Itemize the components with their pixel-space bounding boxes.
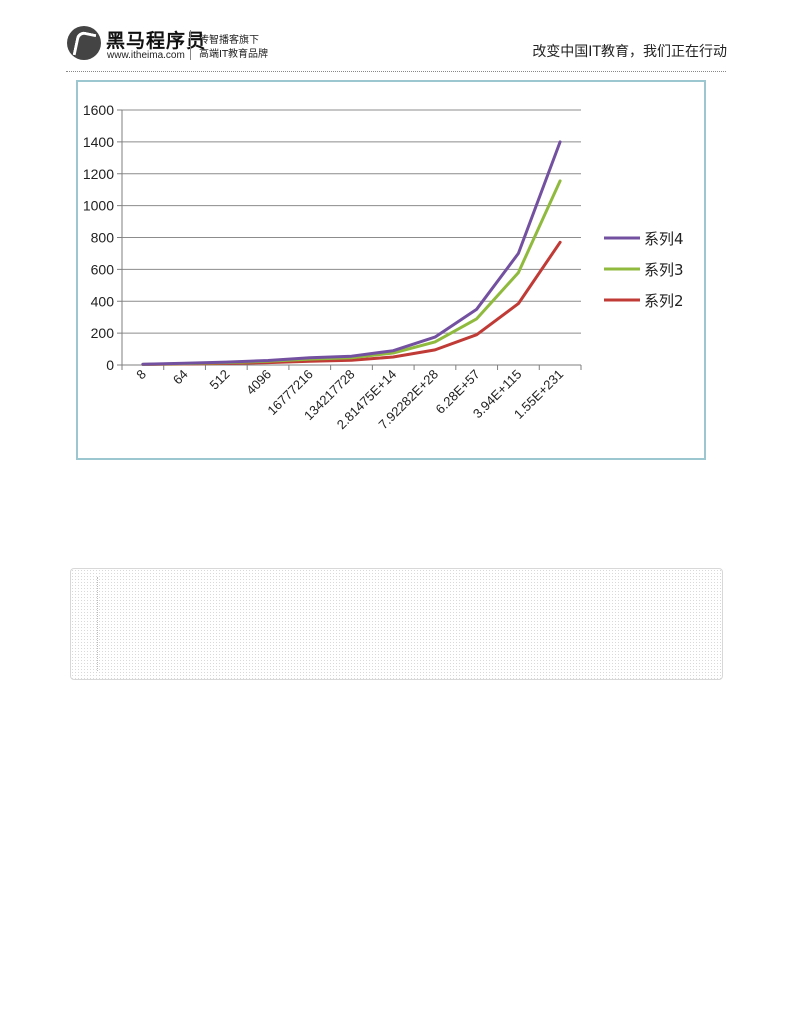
brand-url: www.itheima.com — [107, 50, 185, 61]
tagline-line2: 高端IT教育品牌 — [199, 49, 269, 60]
x-tick-label-2: 512 — [206, 367, 232, 393]
box-guide-line — [97, 577, 98, 671]
x-tick-label-3: 4096 — [243, 367, 274, 398]
legend-label-1: 系列4 — [644, 230, 684, 248]
page-header: 黑马程序员 www.itheima.com 传智播客旗下 高端IT教育品牌 改变… — [0, 0, 793, 72]
horse-logo-icon — [67, 26, 101, 60]
x-tick-label-1: 64 — [170, 367, 191, 388]
tagline-line1: 传智播客旗下 — [199, 35, 259, 46]
series-line-1 — [141, 140, 562, 366]
y-tick-label-1400: 1400 — [83, 134, 114, 150]
y-tick-label-600: 600 — [91, 261, 115, 277]
x-tick-label-0: 8 — [133, 367, 149, 383]
slogan: 改变中国IT教育，我们正在行动 — [532, 44, 727, 60]
header-rule — [66, 71, 726, 72]
y-tick-label-1000: 1000 — [83, 198, 114, 214]
series-line-3 — [141, 240, 562, 366]
chart-frame[interactable]: 0 200 400 600 800 1000 1200 1400 1600 8 64 512 4096 1… — [76, 80, 706, 460]
y-tick-label-1600: 1600 — [83, 102, 114, 118]
y-tick-label-800: 800 — [91, 230, 115, 246]
legend-label-3: 系列2 — [644, 292, 684, 310]
legend-label-2: 系列3 — [644, 261, 684, 279]
y-tick-label-400: 400 — [91, 293, 115, 309]
brand-divider — [190, 30, 191, 60]
y-tick-label-1200: 1200 — [83, 166, 114, 182]
series-line-2 — [141, 179, 562, 366]
empty-text-box — [70, 568, 723, 680]
y-tick-label-200: 200 — [91, 325, 115, 341]
y-tick-label-0: 0 — [106, 357, 114, 373]
brand-name: 黑马程序员 — [106, 30, 207, 52]
